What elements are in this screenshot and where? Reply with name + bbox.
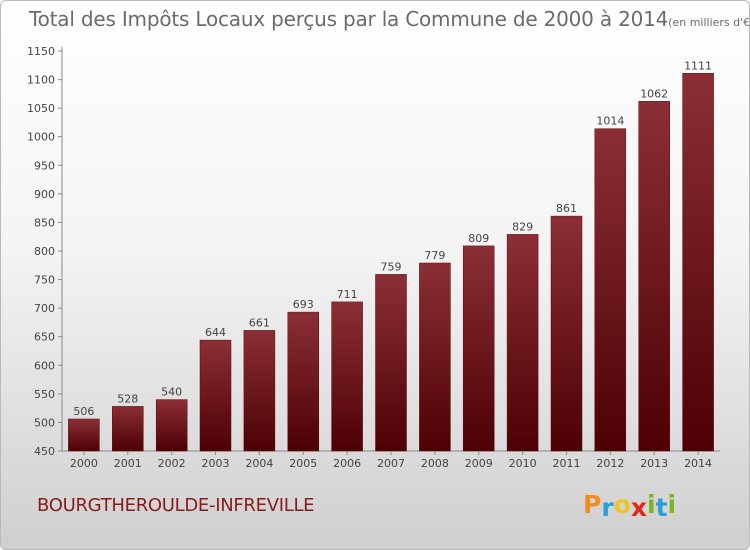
data-label: 809: [468, 232, 489, 245]
data-label: 711: [337, 288, 358, 301]
x-tick-label: 2011: [552, 457, 580, 470]
bar: [375, 274, 407, 452]
x-tick-label: 2007: [377, 457, 405, 470]
title-line: Total des Impôts Locaux perçus par la Co…: [29, 7, 750, 31]
y-tick-label: 600: [34, 359, 55, 372]
commune-name: BOURGTHEROULDE-INFREVILLE: [37, 495, 315, 516]
x-tick-label: 2013: [640, 457, 668, 470]
x-tick-label: 2001: [114, 457, 142, 470]
x-tick-label: 2002: [158, 457, 186, 470]
bar: [682, 73, 714, 452]
data-label: 1062: [640, 87, 668, 100]
y-tick-label: 1100: [27, 74, 55, 87]
bar: [331, 301, 363, 452]
y-tick-label: 650: [34, 331, 55, 344]
y-tick-label: 750: [34, 274, 55, 287]
bar: [638, 101, 670, 452]
y-tick-label: 900: [34, 188, 55, 201]
proxiti-logo: Proxiti: [583, 490, 677, 522]
y-tick-label: 700: [34, 302, 55, 315]
bar: [594, 128, 627, 452]
data-label: 506: [73, 405, 94, 418]
x-tick-label: 2012: [596, 457, 624, 470]
chart-title: Total des Impôts Locaux perçus par la Co…: [29, 7, 669, 31]
x-tick-label: 2003: [202, 457, 230, 470]
bar-chart: 450 500 550 600 650 700 750 800 850 900 950 1000 105…: [27, 45, 720, 470]
x-tick-label: 2004: [245, 457, 273, 470]
bar: [462, 245, 495, 452]
x-tick-label: 2009: [465, 457, 493, 470]
data-label: 661: [249, 316, 270, 329]
x-tick-label: 2010: [509, 457, 537, 470]
bar: [155, 399, 188, 452]
y-tick-label: 500: [34, 416, 55, 429]
bar: [112, 406, 144, 452]
data-label: 540: [161, 386, 182, 399]
y-tick-label: 1000: [27, 131, 55, 144]
x-tick-label: 2005: [289, 457, 317, 470]
bar: [419, 262, 451, 452]
bar: [199, 339, 232, 452]
data-label: 829: [512, 220, 533, 233]
x-tick-label: 2006: [333, 457, 361, 470]
data-label: 693: [293, 298, 314, 311]
data-label: 1014: [596, 115, 624, 128]
data-label: 779: [424, 249, 445, 262]
x-tick-label: 2014: [684, 457, 712, 470]
bar: [68, 418, 100, 452]
data-label: 644: [205, 326, 226, 339]
data-label: 861: [556, 202, 577, 215]
y-tick-label: 550: [34, 388, 55, 401]
chart-subtitle: (en milliers d'€): [668, 16, 750, 29]
x-tick-label: 2000: [70, 457, 98, 470]
bar: [243, 330, 276, 452]
bar: [287, 311, 320, 452]
y-tick-label: 950: [34, 159, 55, 172]
data-label: 1111: [684, 59, 712, 72]
data-label: 759: [381, 260, 402, 273]
bar: [550, 215, 583, 452]
y-tick-label: 1050: [27, 102, 55, 115]
y-tick-label: 800: [34, 245, 55, 258]
bar: [506, 234, 539, 452]
data-label: 528: [117, 392, 138, 405]
y-tick-label: 450: [34, 445, 55, 458]
y-tick-label: 850: [34, 216, 55, 229]
y-tick-label: 1150: [27, 45, 55, 58]
x-tick-label: 2008: [421, 457, 449, 470]
